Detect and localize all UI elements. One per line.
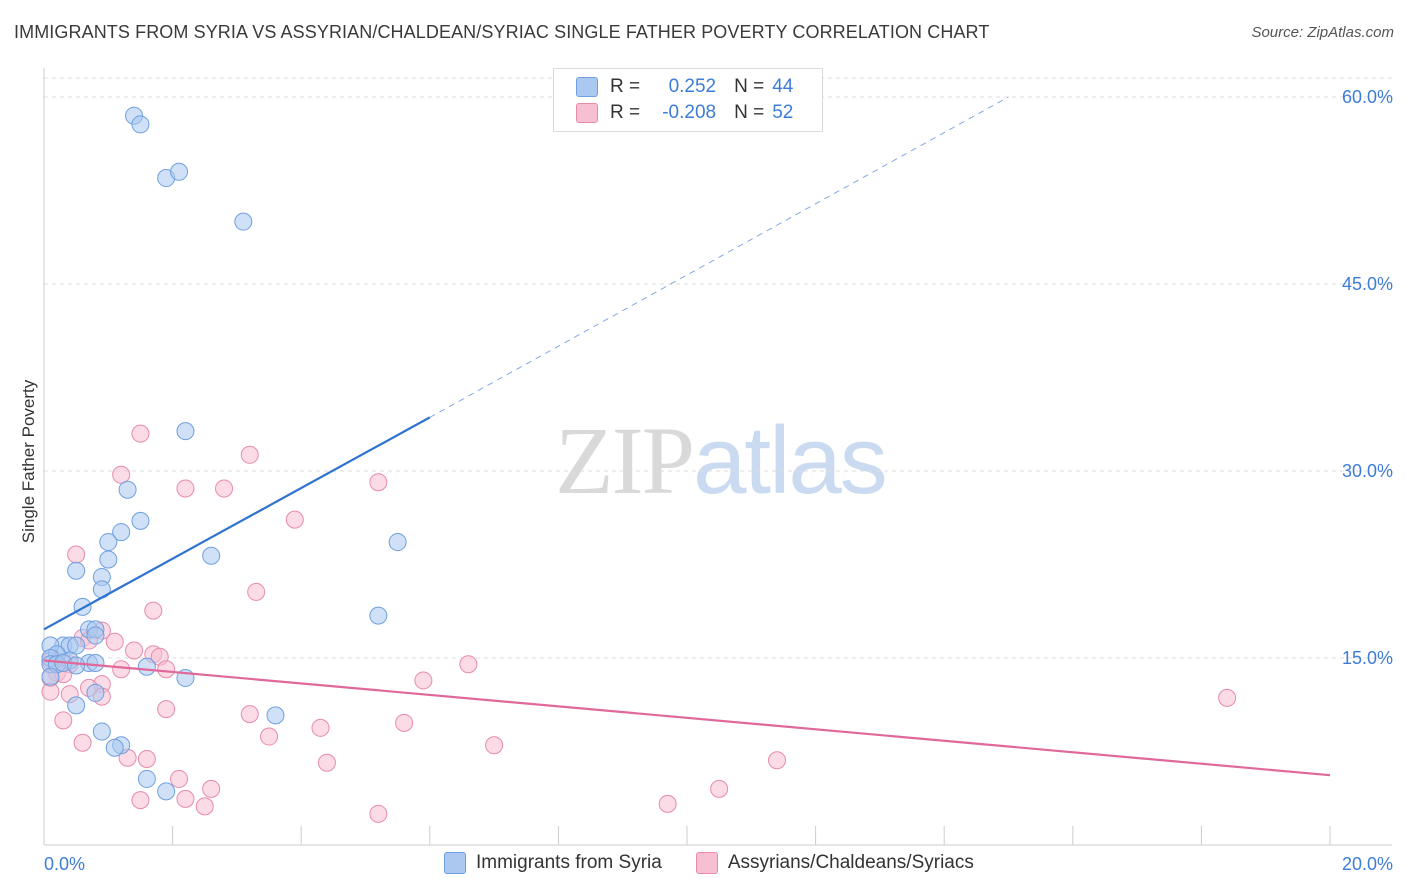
point-syria (67, 561, 86, 580)
point-assyrian (202, 779, 221, 798)
series-legend-syria[interactable]: Immigrants from Syria (444, 852, 662, 874)
point-syria (266, 706, 285, 725)
point-assyrian (658, 794, 677, 813)
point-syria (105, 738, 124, 757)
point-syria (176, 422, 195, 441)
point-syria (369, 606, 388, 625)
point-assyrian (41, 682, 60, 701)
point-assyrian (112, 660, 131, 679)
chart-title: IMMIGRANTS FROM SYRIA VS ASSYRIAN/CHALDE… (14, 22, 990, 42)
point-assyrian (170, 769, 189, 788)
legend-n-value: 52 (772, 102, 794, 123)
legend-r-label: R = (610, 76, 641, 97)
point-assyrian (215, 479, 234, 498)
point-assyrian (369, 473, 388, 492)
watermark-zip: ZIP (555, 407, 695, 514)
point-syria (112, 523, 131, 542)
point-assyrian (112, 465, 131, 484)
point-assyrian (311, 718, 330, 737)
point-assyrian (285, 510, 304, 529)
y-tick-label: 30.0% (1342, 461, 1393, 481)
point-syria (86, 626, 105, 645)
point-assyrian (157, 660, 176, 679)
point-assyrian (54, 711, 73, 730)
point-assyrian (485, 736, 504, 755)
point-assyrian (260, 727, 279, 746)
point-assyrian (395, 713, 414, 732)
y-tick-label: 60.0% (1342, 87, 1393, 107)
point-syria (99, 533, 118, 552)
point-syria (86, 683, 105, 702)
legend-row-assyrian: R = -0.208 N = 52 (576, 100, 793, 126)
point-assyrian (105, 632, 124, 651)
legend-n-label: N = (734, 76, 765, 97)
watermark: ZIPatlas (555, 405, 888, 516)
trendline-syria-extension (429, 96, 1009, 418)
watermark-atlas: atlas (693, 407, 888, 514)
point-assyrian (131, 424, 150, 443)
y-tick-label: 15.0% (1342, 648, 1393, 668)
series-swatch-syria (444, 852, 466, 874)
point-assyrian (157, 700, 176, 719)
point-syria (67, 656, 86, 675)
point-assyrian (247, 582, 266, 601)
trendline-assyrian (43, 659, 1331, 777)
point-assyrian (710, 779, 729, 798)
point-syria (170, 162, 189, 181)
point-syria (234, 212, 253, 231)
point-syria (388, 533, 407, 552)
point-syria (92, 722, 111, 741)
correlation-legend: R = 0.252 N = 44 R = -0.208 N = 52 (553, 68, 823, 132)
x-tick-label: 20.0% (1342, 854, 1393, 874)
point-syria (137, 657, 156, 676)
point-syria (67, 636, 86, 655)
point-syria (41, 667, 60, 686)
trendline-syria (43, 416, 431, 631)
point-assyrian (414, 671, 433, 690)
point-syria (157, 782, 176, 801)
point-assyrian (131, 791, 150, 810)
point-syria (86, 653, 105, 672)
series-label-syria: Immigrants from Syria (476, 852, 662, 873)
point-assyrian (73, 733, 92, 752)
legend-swatch-syria (576, 77, 598, 97)
point-syria (202, 546, 221, 565)
point-assyrian (768, 751, 787, 770)
point-assyrian (67, 545, 86, 564)
point-assyrian (369, 804, 388, 823)
point-syria (131, 511, 150, 530)
y-tick-label: 45.0% (1342, 274, 1393, 294)
series-label-assyrian: Assyrians/Chaldeans/Syriacs (727, 852, 974, 873)
point-syria (118, 480, 137, 499)
point-assyrian (195, 797, 214, 816)
point-assyrian (176, 789, 195, 808)
point-syria (99, 550, 118, 569)
legend-n-label: N = (734, 102, 765, 123)
point-assyrian (459, 655, 478, 674)
legend-row-syria: R = 0.252 N = 44 (576, 74, 793, 100)
legend-r-value: 0.252 (668, 76, 717, 97)
legend-n-value: 44 (772, 76, 794, 97)
point-syria (131, 115, 150, 134)
point-assyrian (1218, 688, 1237, 707)
series-swatch-assyrian (695, 852, 718, 874)
y-axis-label: Single Father Poverty (19, 379, 38, 543)
point-assyrian (317, 753, 336, 772)
series-legend-assyrian[interactable]: Assyrians/Chaldeans/Syriacs (695, 852, 974, 874)
point-assyrian (240, 705, 259, 724)
point-syria (67, 696, 86, 715)
point-assyrian (240, 445, 259, 464)
point-assyrian (137, 749, 156, 768)
point-assyrian (176, 479, 195, 498)
x-tick-label: 0.0% (44, 854, 85, 874)
legend-swatch-assyrian (576, 103, 598, 123)
source-label: Source: ZipAtlas.com (1251, 24, 1394, 41)
point-syria (137, 769, 156, 788)
legend-r-label: R = (610, 102, 641, 123)
series-legend: Immigrants from Syria Assyrians/Chaldean… (444, 852, 1008, 874)
point-assyrian (144, 601, 163, 620)
point-assyrian (125, 641, 144, 660)
legend-r-value: -0.208 (662, 102, 717, 123)
